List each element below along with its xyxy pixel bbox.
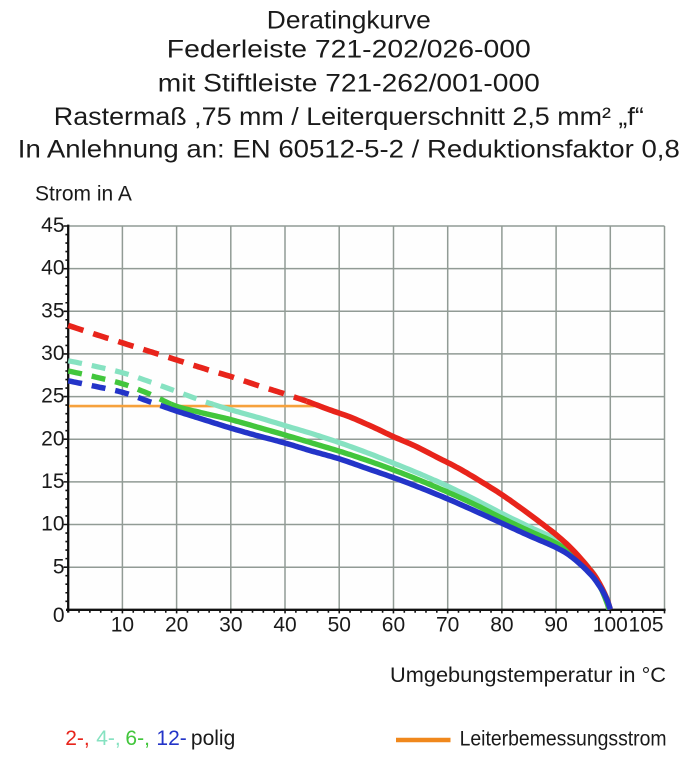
svg-text:Deratingkurve: Deratingkurve	[267, 7, 431, 35]
svg-text:25: 25	[41, 385, 64, 408]
svg-text:45: 45	[41, 214, 64, 237]
svg-text:polig: polig	[191, 727, 235, 750]
svg-text:80: 80	[490, 614, 513, 637]
svg-text:Leiterbemessungsstrom: Leiterbemessungsstrom	[460, 728, 667, 751]
svg-text:40: 40	[273, 614, 296, 637]
svg-text:12-: 12-	[156, 727, 186, 750]
svg-text:5: 5	[53, 555, 65, 578]
svg-text:Strom in A: Strom in A	[35, 183, 132, 206]
svg-text:50: 50	[328, 614, 351, 637]
svg-text:90: 90	[544, 614, 567, 637]
svg-text:10: 10	[111, 614, 134, 637]
svg-text:70: 70	[436, 614, 459, 637]
svg-text:mit Stiftleiste 721-262/001-00: mit Stiftleiste 721-262/001-000	[158, 70, 540, 98]
svg-text:35: 35	[41, 299, 64, 322]
svg-text:60: 60	[382, 614, 405, 637]
svg-text:In Anlehnung an: EN 60512-5-2: In Anlehnung an: EN 60512-5-2 / Reduktio…	[18, 136, 680, 164]
svg-text:4-,: 4-,	[96, 727, 121, 750]
svg-text:105: 105	[628, 614, 663, 637]
svg-text:2-,: 2-,	[65, 727, 90, 750]
svg-text:Federleiste 721-202/026-000: Federleiste 721-202/026-000	[167, 36, 531, 64]
svg-text:Umgebungstemperatur in °C: Umgebungstemperatur in °C	[390, 664, 666, 687]
svg-text:Rastermaß ,75 mm / Leiterquers: Rastermaß ,75 mm / Leiterquerschnitt 2,5…	[54, 103, 644, 131]
svg-text:30: 30	[219, 614, 242, 637]
svg-text:20: 20	[165, 614, 188, 637]
svg-text:100: 100	[593, 614, 628, 637]
svg-text:6-,: 6-,	[125, 727, 150, 750]
svg-text:15: 15	[41, 470, 64, 493]
svg-text:30: 30	[41, 342, 64, 365]
svg-text:0: 0	[53, 604, 65, 627]
svg-text:10: 10	[41, 513, 64, 536]
svg-text:40: 40	[41, 257, 64, 280]
svg-text:20: 20	[41, 427, 64, 450]
